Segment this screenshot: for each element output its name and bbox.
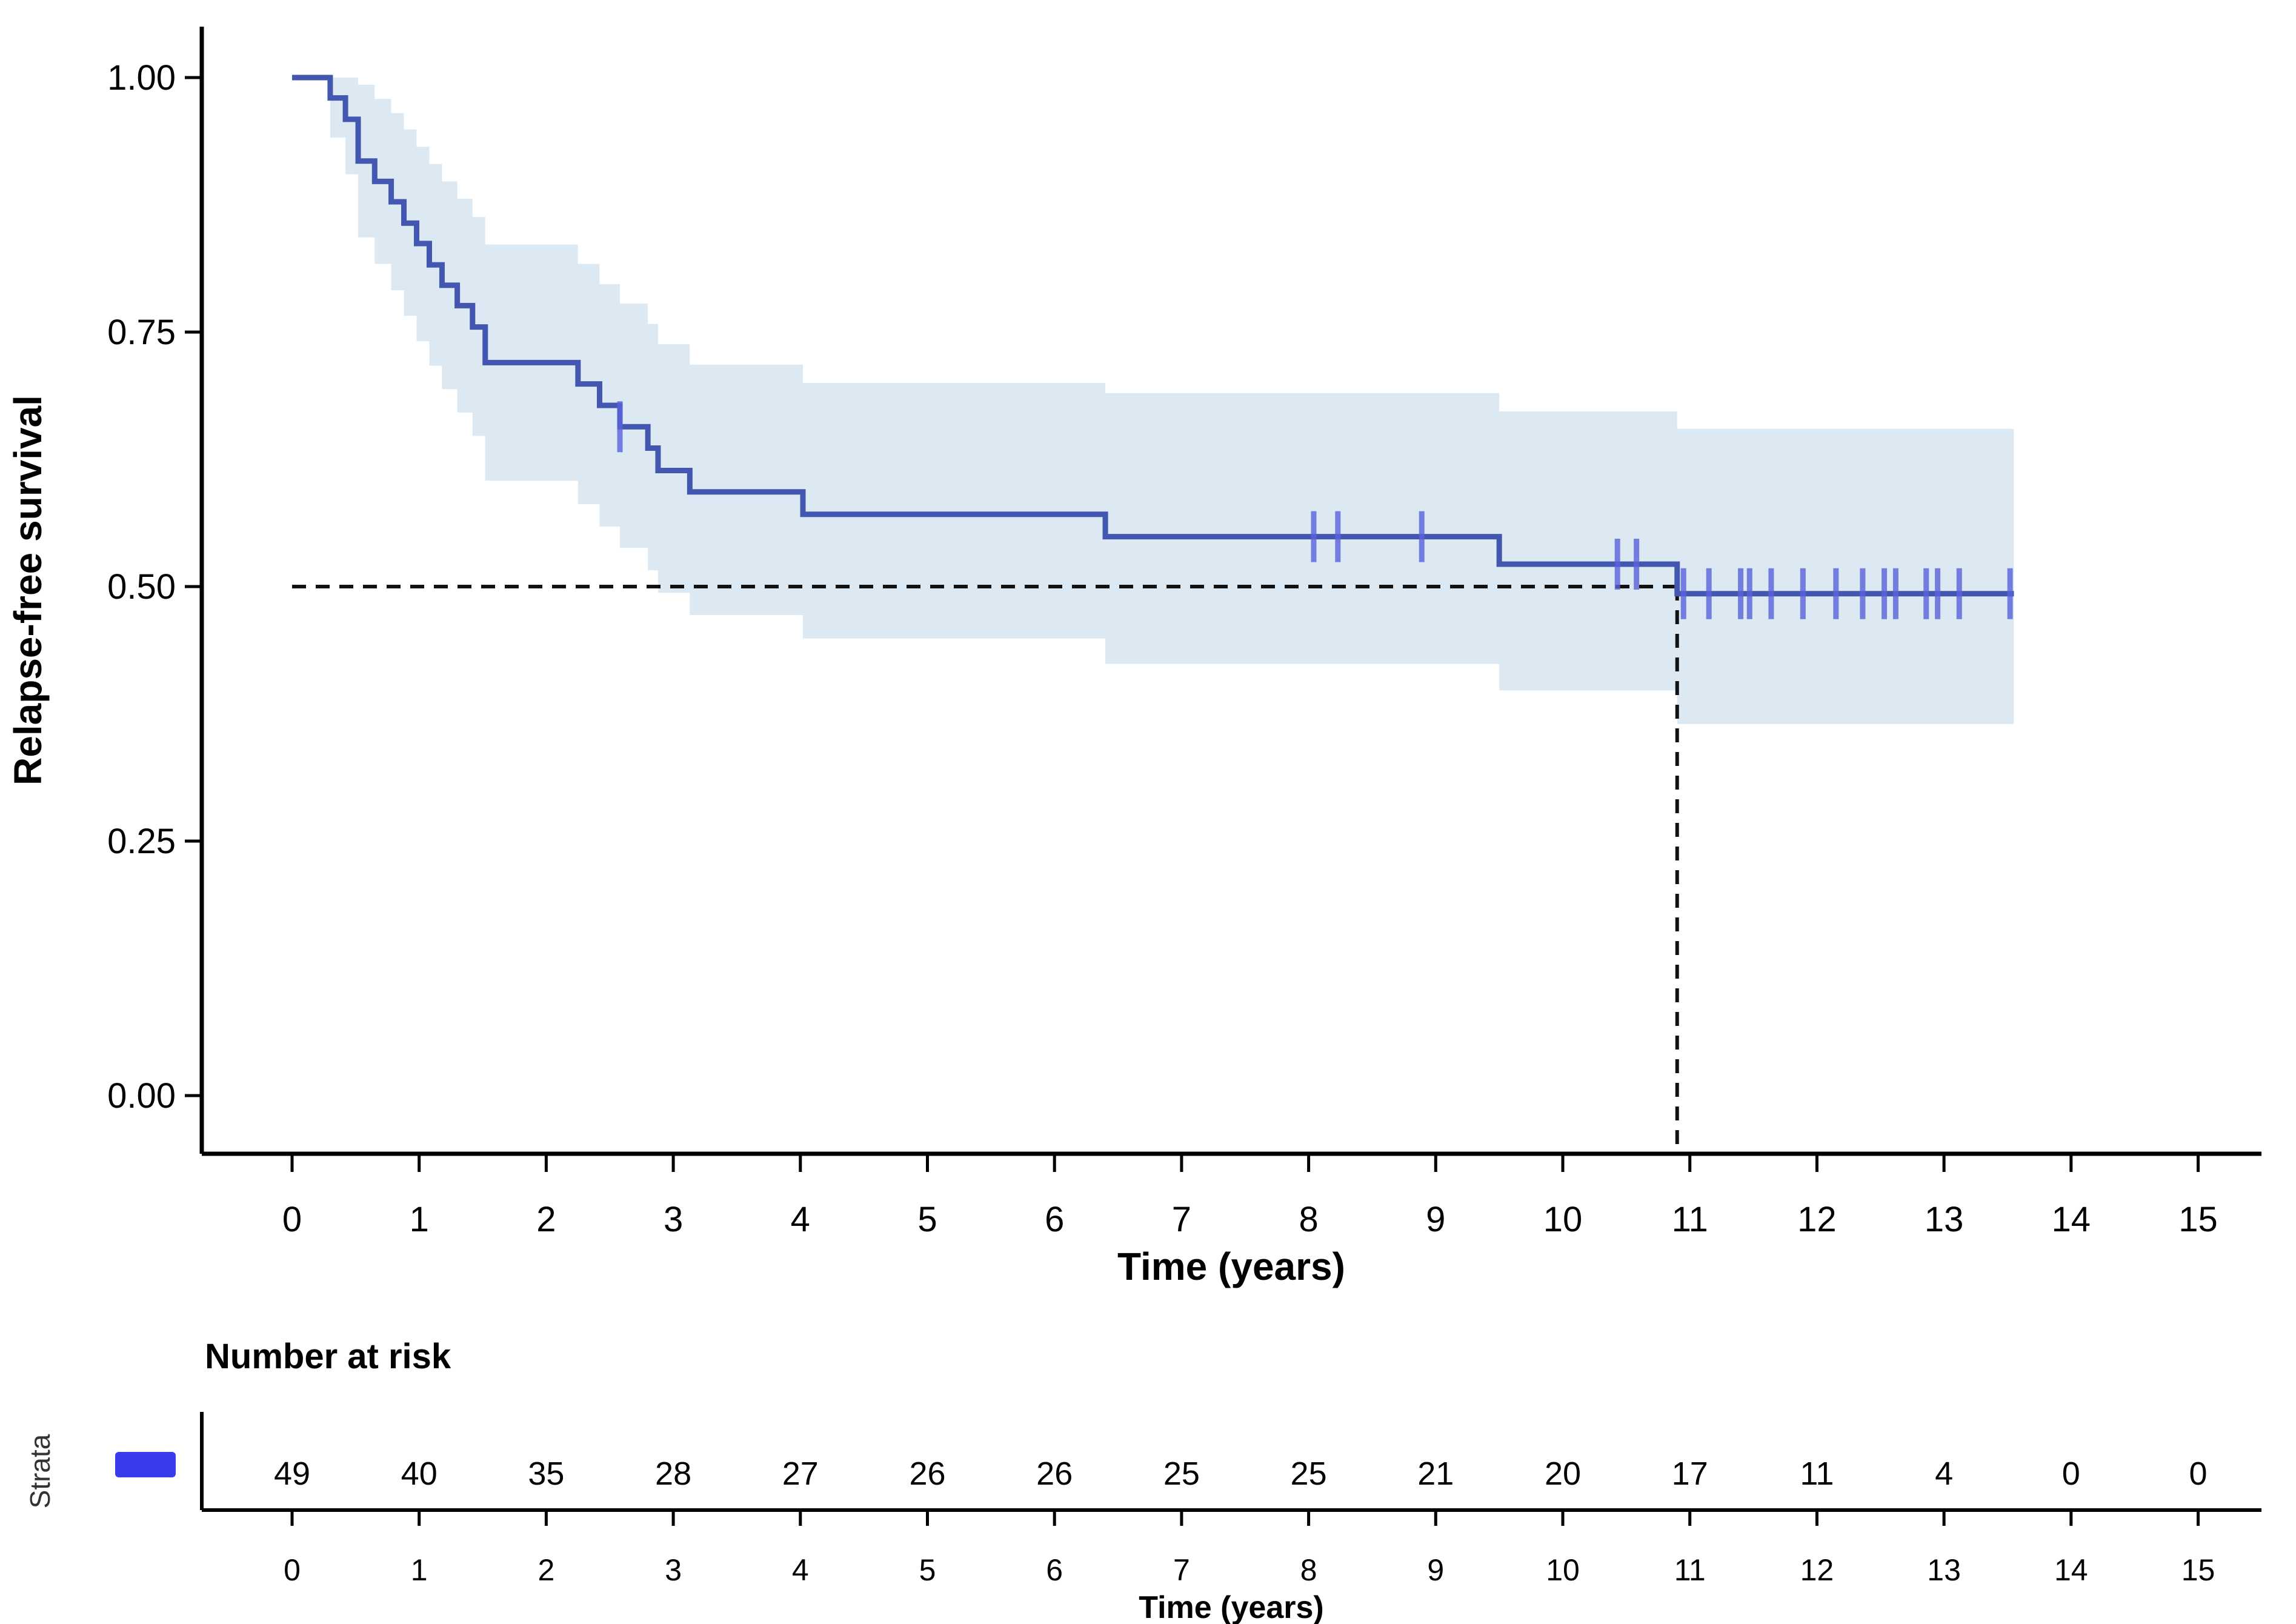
risk-tick-label: 5 (919, 1553, 936, 1587)
risk-tick-label: 6 (1046, 1553, 1063, 1587)
x-tick-label: 12 (1797, 1200, 1837, 1239)
confidence-band (330, 78, 2014, 724)
risk-tick-label: 9 (1427, 1553, 1444, 1587)
censor-ticks (617, 401, 2013, 619)
risk-table-title: Number at risk (205, 1337, 451, 1376)
risk-tick-label: 7 (1173, 1553, 1190, 1587)
x-tick-label: 13 (1925, 1200, 1964, 1239)
x-tick-label: 5 (917, 1200, 937, 1239)
risk-count: 27 (782, 1456, 819, 1492)
x-tick-label: 14 (2052, 1200, 2091, 1239)
risk-count: 25 (1291, 1456, 1327, 1492)
y-tick-label: 0.75 (107, 313, 176, 352)
x-tick-label: 6 (1045, 1200, 1064, 1239)
risk-tick-label: 4 (792, 1553, 809, 1587)
risk-count: 25 (1163, 1456, 1200, 1492)
median-reference-lines (292, 585, 1679, 1154)
y-axis-title: Relapse-free survival (6, 395, 50, 785)
risk-count: 49 (274, 1456, 310, 1492)
x-axis-title: Time (years) (1117, 1245, 1345, 1288)
risk-tick-label: 1 (411, 1553, 428, 1587)
risk-table-body: 4904013522832742652662572582192010171111… (200, 1412, 2261, 1587)
risk-count: 0 (2189, 1456, 2207, 1492)
risk-tick-label: 10 (1546, 1553, 1580, 1587)
risk-tick-label: 13 (1927, 1553, 1961, 1587)
risk-count: 40 (401, 1456, 438, 1492)
risk-count: 0 (2062, 1456, 2080, 1492)
survival-curve (292, 75, 2014, 597)
risk-count: 35 (528, 1456, 564, 1492)
x-tick-label: 15 (2178, 1200, 2218, 1239)
x-tick-label: 8 (1299, 1200, 1318, 1239)
km-step-line (292, 75, 2014, 597)
x-tick-label: 4 (791, 1200, 810, 1239)
x-tick-label: 1 (410, 1200, 429, 1239)
x-tick-label: 0 (282, 1200, 302, 1239)
confidence-ribbon (330, 78, 2014, 724)
risk-tick-label: 0 (284, 1553, 301, 1587)
risk-tick-label: 8 (1300, 1553, 1317, 1587)
risk-count: 4 (1935, 1456, 1953, 1492)
risk-count: 21 (1417, 1456, 1454, 1492)
x-tick-label: 10 (1543, 1200, 1583, 1239)
strata-axis-label: Strata (24, 1434, 56, 1508)
risk-tick-label: 2 (537, 1553, 554, 1587)
risk-table-x-axis-title: Time (years) (1139, 1590, 1323, 1624)
risk-count: 20 (1545, 1456, 1581, 1492)
risk-count: 17 (1672, 1456, 1708, 1492)
y-tick-label: 0.00 (107, 1076, 176, 1116)
x-tick-label: 9 (1426, 1200, 1445, 1239)
stratum-legend-swatch (115, 1452, 176, 1477)
x-tick-label: 11 (1672, 1200, 1708, 1239)
x-tick-label: 3 (664, 1200, 683, 1239)
y-tick-label: 0.50 (107, 567, 176, 607)
x-tick-label: 7 (1172, 1200, 1191, 1239)
risk-tick-label: 15 (2181, 1553, 2215, 1587)
risk-count: 11 (1800, 1456, 1834, 1492)
risk-tick-label: 11 (1674, 1553, 1706, 1587)
y-tick-label: 1.00 (107, 58, 176, 98)
risk-count: 28 (655, 1456, 691, 1492)
plot-axes: 1.000.750.500.250.000 1 2 3 4 5 6 7 8 9 10 11 12 13 14… (107, 27, 2261, 1239)
risk-count: 26 (1036, 1456, 1073, 1492)
risk-count: 26 (909, 1456, 945, 1492)
risk-tick-label: 14 (2054, 1553, 2088, 1587)
y-tick-label: 0.25 (107, 822, 176, 861)
x-tick-label: 2 (536, 1200, 556, 1239)
risk-tick-label: 3 (665, 1553, 682, 1587)
risk-tick-label: 12 (1800, 1553, 1834, 1587)
